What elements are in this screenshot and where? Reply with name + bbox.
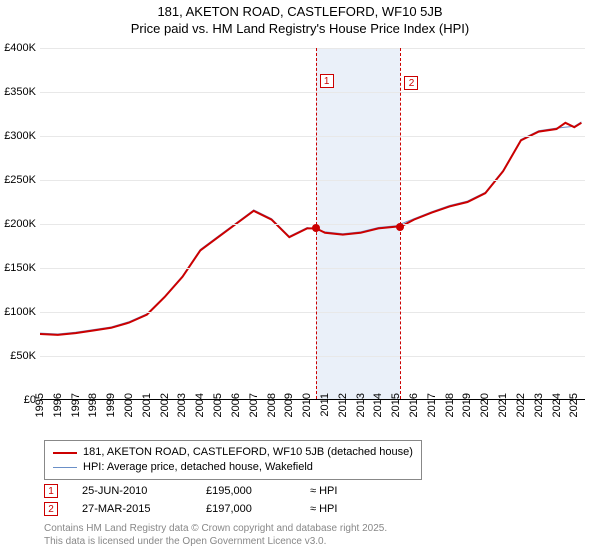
- sale-dot: [312, 224, 320, 232]
- sale-dot: [396, 223, 404, 231]
- x-tick-label: 2025: [568, 393, 580, 417]
- x-tick-label: 2009: [283, 393, 295, 417]
- y-tick-label: £0: [0, 394, 36, 406]
- x-tick-label: 2020: [479, 393, 491, 417]
- x-tick-label: 1999: [105, 393, 117, 417]
- legend-swatch-hpi: [53, 467, 77, 468]
- legend-label-hpi: HPI: Average price, detached house, Wake…: [83, 460, 313, 475]
- x-tick-label: 1997: [70, 393, 82, 417]
- legend: 181, AKETON ROAD, CASTLEFORD, WF10 5JB (…: [44, 440, 422, 480]
- legend-row-hpi: HPI: Average price, detached house, Wake…: [53, 460, 413, 475]
- x-tick-label: 1995: [34, 393, 46, 417]
- x-tick-label: 2013: [355, 393, 367, 417]
- sale-note-1: ≈ HPI: [310, 485, 337, 497]
- x-tick-label: 2012: [337, 393, 349, 417]
- x-tick-label: 2019: [461, 393, 473, 417]
- chart-container: 181, AKETON ROAD, CASTLEFORD, WF10 5JB P…: [0, 0, 600, 560]
- y-tick-label: £350K: [0, 86, 36, 98]
- plot-region: £0£50K£100K£150K£200K£250K£300K£350K£400…: [40, 48, 585, 400]
- chart-area: £0£50K£100K£150K£200K£250K£300K£350K£400…: [40, 48, 585, 400]
- x-tick-label: 2001: [141, 393, 153, 417]
- y-tick-label: £300K: [0, 130, 36, 142]
- x-tick-label: 1998: [87, 393, 99, 417]
- sale-note-2: ≈ HPI: [310, 503, 337, 515]
- sale-price-2: £197,000: [206, 503, 286, 515]
- title-subtitle: Price paid vs. HM Land Registry's House …: [0, 21, 600, 36]
- x-tick-label: 2021: [497, 393, 509, 417]
- x-tick-label: 2018: [444, 393, 456, 417]
- sale-marker-2: 2: [44, 502, 58, 516]
- legend-swatch-price: [53, 452, 77, 454]
- x-tick-label: 2014: [372, 393, 384, 417]
- x-tick-label: 2022: [515, 393, 527, 417]
- x-tick-label: 2011: [319, 393, 331, 417]
- x-tick-label: 2005: [212, 393, 224, 417]
- title-address: 181, AKETON ROAD, CASTLEFORD, WF10 5JB: [0, 4, 600, 19]
- x-tick-label: 2016: [408, 393, 420, 417]
- sales-table: 1 25-JUN-2010 £195,000 ≈ HPI 2 27-MAR-20…: [44, 482, 337, 518]
- y-tick-label: £100K: [0, 306, 36, 318]
- footer-line-2: This data is licensed under the Open Gov…: [44, 535, 387, 548]
- y-tick-label: £150K: [0, 262, 36, 274]
- x-tick-label: 1996: [52, 393, 64, 417]
- legend-row-price: 181, AKETON ROAD, CASTLEFORD, WF10 5JB (…: [53, 445, 413, 460]
- x-tick-label: 2004: [194, 393, 206, 417]
- sale-row-1: 1 25-JUN-2010 £195,000 ≈ HPI: [44, 482, 337, 500]
- x-tick-label: 2024: [551, 393, 563, 417]
- x-tick-label: 2010: [301, 393, 313, 417]
- sale-date-1: 25-JUN-2010: [82, 485, 182, 497]
- x-tick-label: 2007: [248, 393, 260, 417]
- y-tick-label: £50K: [0, 350, 36, 362]
- y-tick-label: £400K: [0, 42, 36, 54]
- x-tick-label: 2003: [176, 393, 188, 417]
- price-line: [40, 123, 581, 335]
- y-tick-label: £200K: [0, 218, 36, 230]
- sale-marker-box: 1: [320, 74, 334, 88]
- sale-marker-1: 1: [44, 484, 58, 498]
- sale-marker-box: 2: [404, 76, 418, 90]
- footer: Contains HM Land Registry data © Crown c…: [44, 522, 387, 548]
- title-block: 181, AKETON ROAD, CASTLEFORD, WF10 5JB P…: [0, 0, 600, 36]
- legend-label-price: 181, AKETON ROAD, CASTLEFORD, WF10 5JB (…: [83, 445, 413, 460]
- sale-date-2: 27-MAR-2015: [82, 503, 182, 515]
- x-tick-label: 2017: [426, 393, 438, 417]
- footer-line-1: Contains HM Land Registry data © Crown c…: [44, 522, 387, 535]
- x-tick-label: 2002: [159, 393, 171, 417]
- sale-price-1: £195,000: [206, 485, 286, 497]
- x-tick-label: 2008: [266, 393, 278, 417]
- x-tick-label: 2006: [230, 393, 242, 417]
- x-tick-label: 2000: [123, 393, 135, 417]
- y-tick-label: £250K: [0, 174, 36, 186]
- sale-row-2: 2 27-MAR-2015 £197,000 ≈ HPI: [44, 500, 337, 518]
- x-tick-label: 2023: [533, 393, 545, 417]
